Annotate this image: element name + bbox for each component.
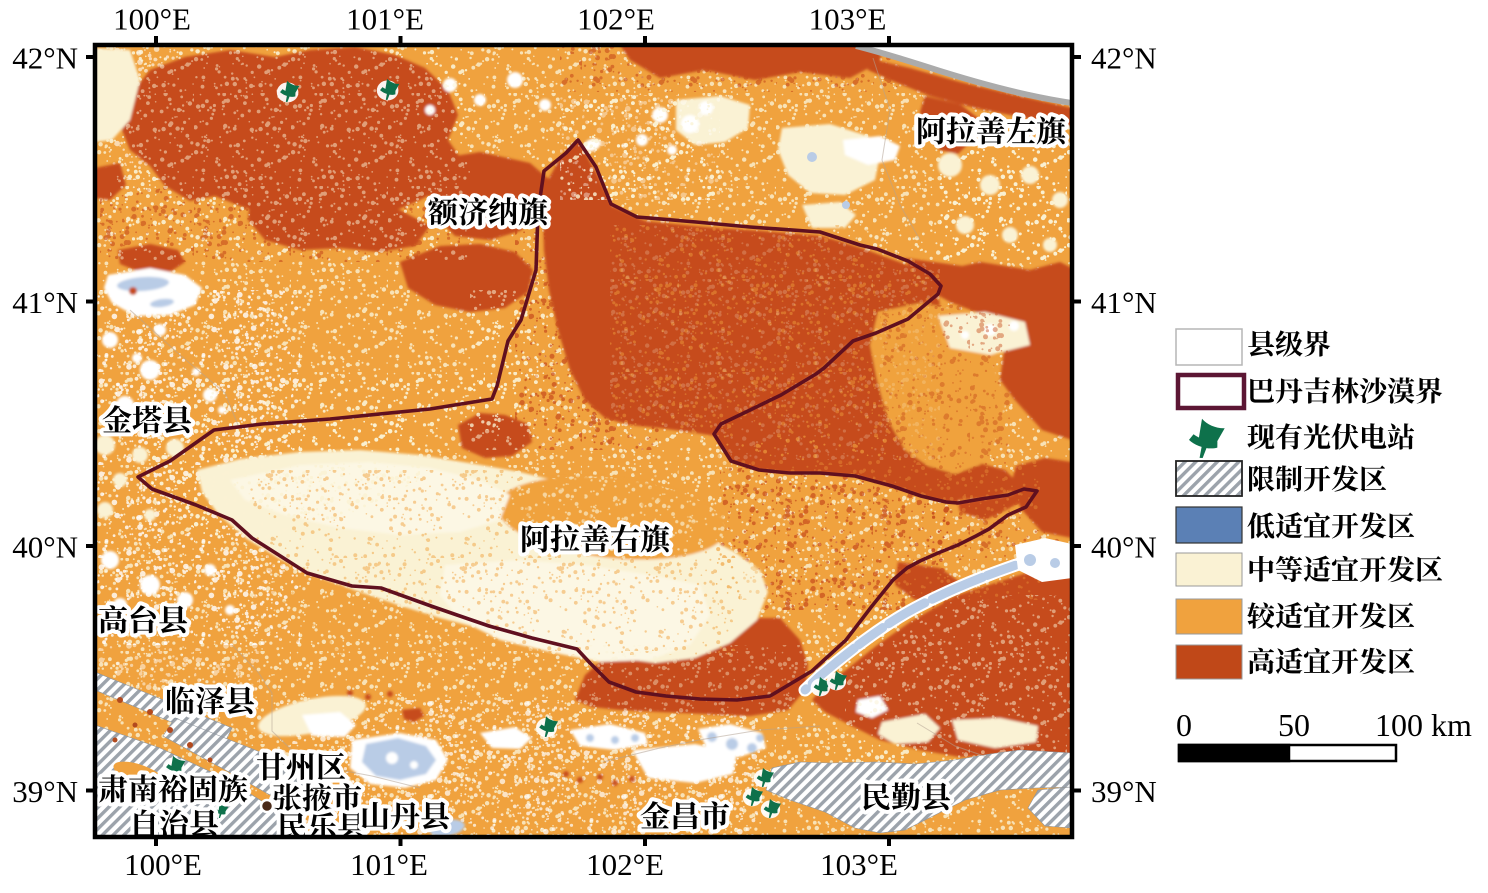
svg-text:40°N: 40°N [12, 530, 78, 565]
svg-text:100°E: 100°E [113, 2, 191, 37]
svg-text:101°E: 101°E [346, 2, 424, 37]
svg-text:100°E: 100°E [124, 847, 202, 882]
svg-text:42°N: 42°N [1091, 41, 1157, 76]
svg-text:0: 0 [1176, 707, 1192, 743]
svg-text:101°E: 101°E [350, 847, 428, 882]
svg-text:40°N: 40°N [1091, 530, 1157, 565]
svg-text:42°N: 42°N [12, 41, 78, 76]
svg-text:102°E: 102°E [577, 2, 655, 37]
svg-text:103°E: 103°E [820, 847, 898, 882]
svg-text:100 km: 100 km [1375, 707, 1472, 743]
svg-text:50: 50 [1278, 707, 1310, 743]
svg-text:102°E: 102°E [586, 847, 664, 882]
svg-text:103°E: 103°E [809, 2, 887, 37]
svg-text:39°N: 39°N [12, 774, 78, 809]
svg-text:39°N: 39°N [1091, 774, 1157, 809]
svg-text:41°N: 41°N [1091, 285, 1157, 320]
svg-text:41°N: 41°N [12, 285, 78, 320]
